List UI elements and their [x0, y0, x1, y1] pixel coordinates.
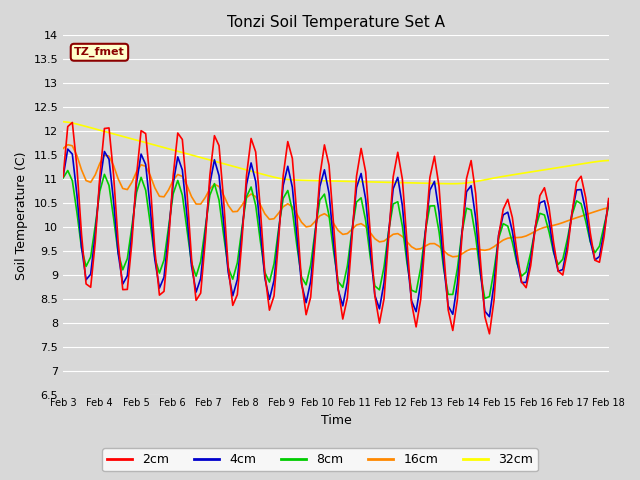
- Legend: 2cm, 4cm, 8cm, 16cm, 32cm: 2cm, 4cm, 8cm, 16cm, 32cm: [102, 448, 538, 471]
- Text: TZ_fmet: TZ_fmet: [74, 47, 125, 58]
- Title: Tonzi Soil Temperature Set A: Tonzi Soil Temperature Set A: [227, 15, 445, 30]
- X-axis label: Time: Time: [321, 414, 351, 427]
- Y-axis label: Soil Temperature (C): Soil Temperature (C): [15, 151, 28, 279]
